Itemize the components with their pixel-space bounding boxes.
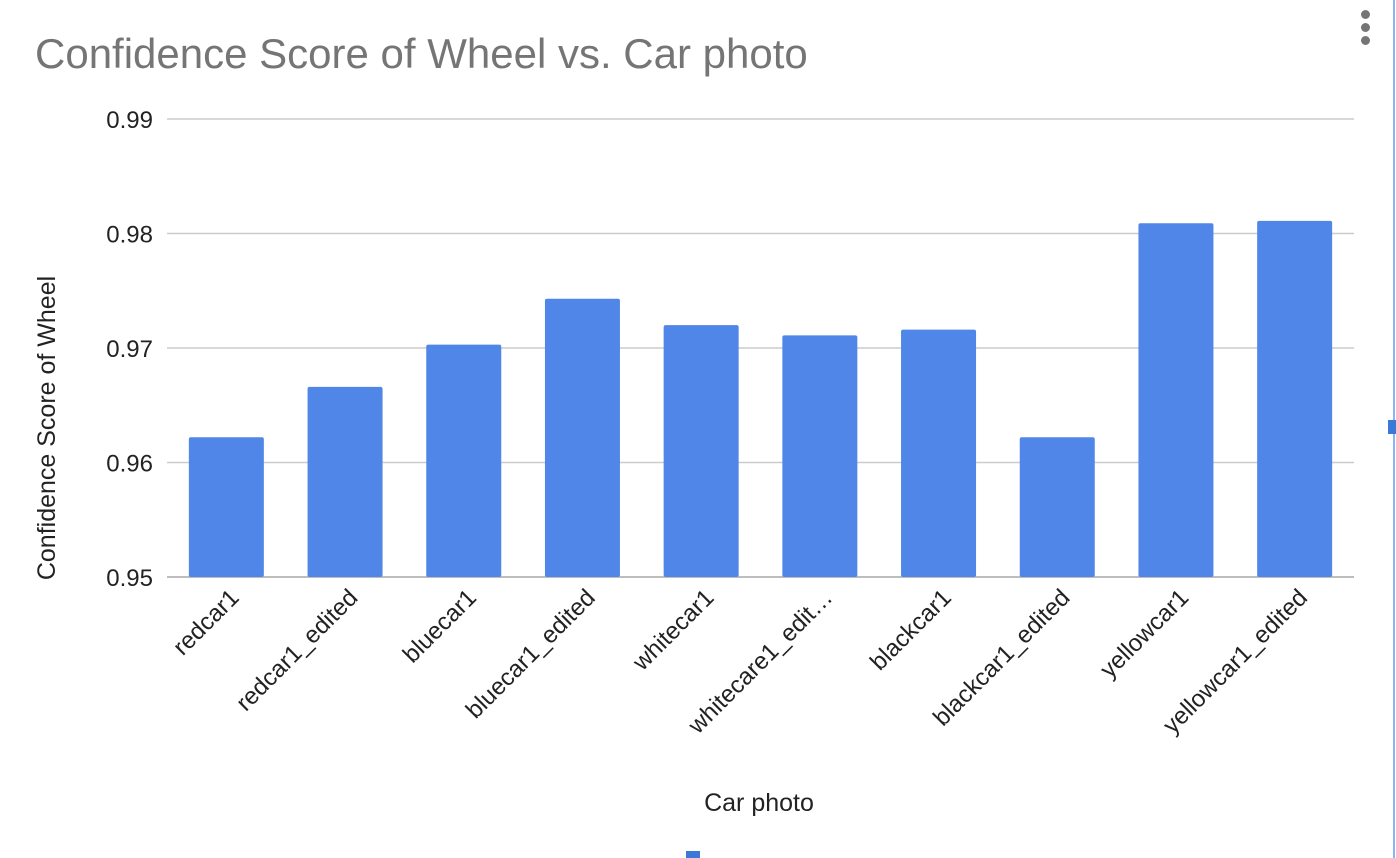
more-vert-icon	[1361, 10, 1370, 19]
more-vert-icon	[1361, 23, 1370, 32]
resize-handle-right[interactable]	[1388, 420, 1396, 434]
chart-menu-button[interactable]	[1352, 6, 1380, 50]
bar-blackcar1_edited[interactable]	[1019, 437, 1095, 577]
chart-title: Confidence Score of Wheel vs. Car photo	[35, 30, 808, 77]
x-tick-label: yellowcar1	[1095, 584, 1194, 683]
y-tick-label: 0.99	[106, 107, 153, 134]
bar-yellowcar1_edited[interactable]	[1257, 220, 1333, 577]
more-vert-icon	[1361, 36, 1370, 45]
x-axis-title: Car photo	[704, 789, 814, 817]
x-tick-label: whitecar1	[627, 584, 719, 676]
bar-redcar1_edited[interactable]	[307, 386, 383, 577]
bar-bluecar1[interactable]	[426, 344, 502, 577]
bars	[188, 220, 1333, 577]
bar-redcar1[interactable]	[188, 437, 264, 577]
bar-whitecare1_edit…[interactable]	[782, 335, 858, 577]
x-tick-label: bluecar1	[398, 584, 482, 668]
x-tick-label: redcar1	[168, 584, 245, 661]
resize-handle-bottom[interactable]	[686, 851, 700, 858]
bar-blackcar1[interactable]	[901, 329, 977, 577]
bar-bluecar1_edited[interactable]	[544, 298, 620, 577]
y-tick-label: 0.98	[106, 222, 153, 249]
x-tick-label: blackcar1	[865, 584, 957, 676]
x-tick-label: redcar1_edited	[231, 584, 363, 716]
y-tick-label: 0.95	[106, 565, 153, 592]
y-axis-ticks: 0.95 0.96 0.97 0.98 0.99	[106, 107, 153, 592]
bar-whitecar1[interactable]	[663, 325, 739, 577]
y-tick-label: 0.97	[106, 336, 153, 363]
x-tick-label: bluecar1_edited	[461, 584, 601, 724]
y-tick-label: 0.96	[106, 451, 153, 478]
bar-yellowcar1[interactable]	[1138, 223, 1214, 577]
y-axis-title: Confidence Score of Wheel	[33, 276, 61, 580]
